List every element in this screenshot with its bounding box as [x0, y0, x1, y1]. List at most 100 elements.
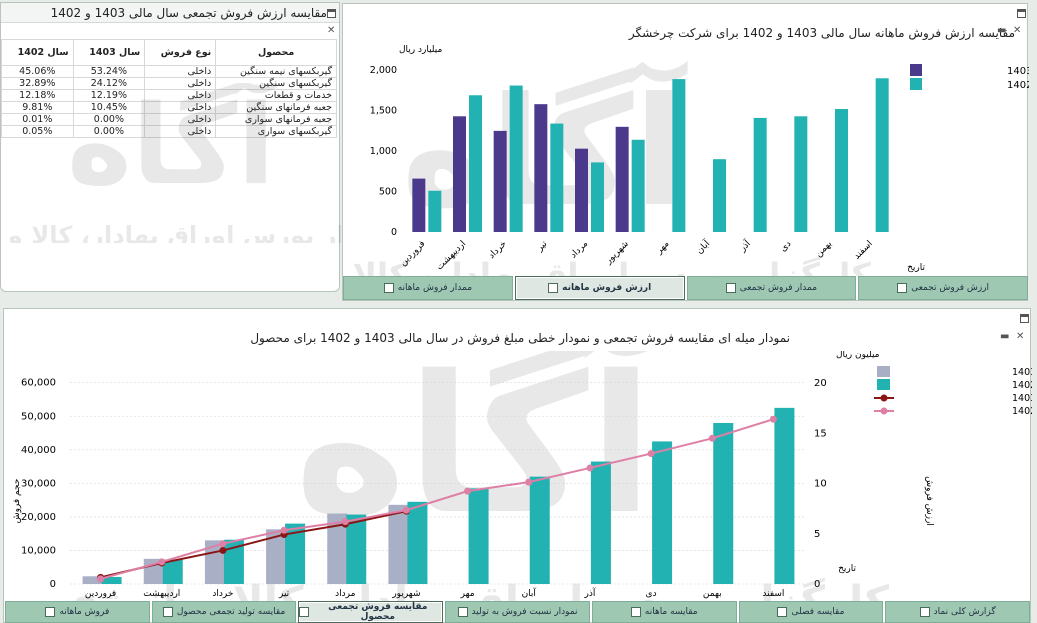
bar-1 — [672, 79, 686, 232]
cell-1402: 45.06% — [1, 65, 74, 78]
bar-0 — [388, 504, 409, 584]
export-icon[interactable]: ✕ — [1016, 331, 1025, 342]
watermark-text: کارگزار بورس اوراق بهادار، کالا و انرژی — [1, 222, 341, 244]
maximize-icon[interactable] — [1020, 314, 1029, 323]
bar-1 — [162, 559, 183, 584]
bar-1 — [753, 117, 767, 232]
legend-label: ارزش فروش تجمعی 1402 — [1012, 406, 1032, 417]
tab-2[interactable]: مقایسه فروش تجمعی محصول — [298, 601, 444, 623]
bar-0 — [266, 529, 287, 584]
watermark-text: کارگزار بورس اوراق بهادار، کالا و انرژی — [343, 256, 871, 279]
sales-share-table: سال 1402 سال 1403 نوع فروش محصول 45.06% 53.24… — [1, 39, 337, 138]
line-point — [586, 464, 594, 472]
legend-swatch — [877, 366, 890, 377]
y-tick-label: 60,000 — [21, 378, 56, 389]
y2-tick-label: 10 — [814, 479, 827, 490]
x-tick-label: تیر — [534, 239, 549, 254]
save-icon[interactable]: ▬ — [997, 25, 1007, 36]
bar-1 — [346, 514, 367, 584]
watermark: آگاه کارگزار بورس اوراق بهادار، کالا و ان… — [1, 83, 341, 243]
y2-axis-label: ارزش فروش — [924, 476, 934, 526]
y-tick-label: 1,000 — [370, 146, 397, 157]
y-tick-label: 40,000 — [21, 445, 56, 456]
y-tick-label: 0 — [391, 227, 397, 238]
tab-5[interactable]: مقایسه فصلی — [738, 601, 884, 623]
chart-icon — [299, 607, 310, 617]
x-tick-label: آبان — [522, 587, 537, 599]
tab-0[interactable]: ممدار فروش ماهانه — [343, 276, 513, 300]
cumulative-panel: نمودار میله ای مقایسه فروش تجمعی و نمودا… — [3, 308, 1032, 623]
bar-1 — [774, 407, 795, 584]
tab-1[interactable]: ارزش فروش ماهانه — [514, 276, 685, 300]
chart-icon — [725, 283, 736, 293]
tab-6[interactable]: گزارش کلی نماد — [885, 601, 1031, 623]
x-tick-label: اردیبهشت — [143, 589, 180, 599]
chart-icon — [777, 607, 788, 617]
save-icon[interactable]: ▬ — [1000, 331, 1010, 342]
y-tick-label: 1,500 — [370, 106, 397, 117]
legend-label: حجم فروش تجمعی 1402 — [1012, 380, 1032, 391]
bar-1 — [285, 523, 306, 584]
line-point — [769, 415, 777, 423]
tab-label: مقایسه فروش تجمعی محصول — [328, 602, 428, 622]
line-point — [341, 518, 349, 526]
tab-0[interactable]: فروش ماهانه — [5, 601, 150, 623]
legend-swatch — [910, 78, 922, 90]
line-point — [647, 450, 655, 458]
chart-icon — [897, 283, 908, 293]
chart-icon — [919, 607, 930, 617]
line-point — [464, 487, 472, 495]
cumulative-tab-bar: فروش ماهانه مقایسه تولید تجمعی محصول مقایس… — [5, 601, 1031, 623]
line-point — [158, 558, 166, 566]
bar-1 — [509, 85, 523, 232]
y-axis-label: میلیارد ریال — [399, 45, 443, 55]
export-icon[interactable]: ✕ — [327, 25, 336, 36]
bar-1 — [407, 501, 428, 584]
bar-1 — [713, 422, 734, 584]
watermark-logo: آگاه — [67, 83, 277, 209]
tab-label: مقایسه تولید تجمعی محصول — [176, 607, 286, 617]
bar-1 — [590, 461, 611, 584]
cell-type: داخلی — [144, 125, 217, 138]
x-axis-label: تاریخ — [907, 263, 925, 273]
bar-0 — [493, 130, 507, 232]
tab-3[interactable]: ارزش فروش تجمعی — [858, 276, 1028, 300]
tab-label: ممدار فروش ماهانه — [397, 283, 473, 293]
y-axis-label: حجم فروش — [12, 479, 22, 524]
legend-marker — [880, 407, 888, 415]
maximize-icon[interactable] — [1017, 9, 1026, 18]
cell-1403: 53.24% — [72, 65, 146, 78]
export-icon[interactable]: ✕ — [1013, 25, 1022, 36]
y2-tick-label: 5 — [814, 529, 820, 540]
cell-product: گیربکسهای نیمه سنگین — [215, 65, 337, 78]
tab-2[interactable]: ممدار فروش تجمعی — [686, 276, 857, 300]
bar-0 — [82, 576, 103, 584]
table-header: محصول — [215, 39, 337, 66]
y2-tick-label: 0 — [814, 579, 820, 590]
tab-4[interactable]: مقایسه ماهانه — [591, 601, 737, 623]
bar-0 — [453, 116, 466, 232]
chart-icon — [457, 607, 468, 617]
line-point — [219, 546, 227, 554]
y2-unit-label: میلیون ریال — [836, 351, 880, 360]
cumulative-chart-title: نمودار میله ای مقایسه فروش تجمعی و نمودا… — [250, 331, 790, 345]
y-tick-label: 0 — [50, 579, 56, 590]
bar-0 — [412, 178, 426, 232]
tab-1[interactable]: مقایسه تولید تجمعی محصول — [151, 601, 297, 623]
table-header: سال 1402 — [1, 39, 74, 66]
legend-label: سال مالی 1403 — [1007, 66, 1029, 77]
table-row: 0.05% 0.00% داخلی گیربکسهای سواری — [1, 125, 337, 138]
tab-3[interactable]: نمودار نسبت فروش به تولید — [445, 601, 590, 623]
table-header-row: سال 1402 سال 1403 نوع فروش محصول — [1, 39, 337, 66]
y-tick-label: 2,000 — [370, 65, 397, 76]
y-tick-label: 30,000 — [21, 478, 56, 489]
tab-label: مقایسه ماهانه — [644, 607, 698, 617]
maximize-icon[interactable] — [327, 9, 336, 18]
line-point — [97, 575, 105, 583]
x-tick-label: مرداد — [335, 589, 355, 599]
legend-label: حجم فروش تجمعی 1403 — [1012, 367, 1032, 378]
table-panel: مقایسه ارزش فروش تجمعی سال مالی 1403 و 1… — [0, 2, 341, 292]
bar-1 — [794, 116, 808, 232]
x-tick-label: مهر — [654, 239, 672, 257]
